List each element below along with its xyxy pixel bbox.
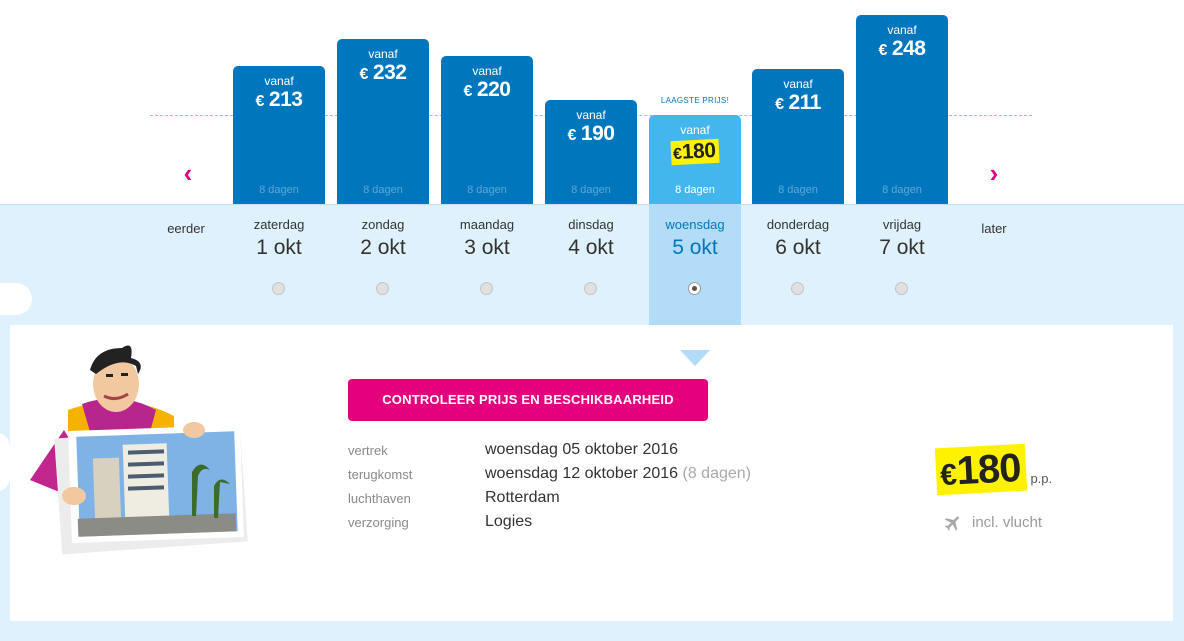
bar-duration: 8 dagen xyxy=(259,184,299,196)
flight-included: incl. vlucht xyxy=(942,513,1042,533)
date-radio[interactable] xyxy=(480,282,493,295)
price-bar-selected[interactable]: vanaf €180 8 dagen xyxy=(649,115,741,204)
airport-label: luchthaven xyxy=(348,491,411,506)
departure-value: woensdag 05 oktober 2016 xyxy=(485,441,679,458)
weekday-label: vrijdag xyxy=(882,217,922,232)
date-option[interactable]: zaterdag 1 okt xyxy=(227,217,331,261)
date-radio-selected[interactable] xyxy=(688,282,701,295)
bar-price: € 213 xyxy=(255,88,303,111)
return-label: terugkomst xyxy=(348,467,413,482)
mascot-hotel-illustration xyxy=(30,345,248,555)
bar-duration: 8 dagen xyxy=(882,184,922,196)
selected-date-pointer xyxy=(680,350,710,366)
bar-price: € 220 xyxy=(463,78,511,101)
price-prefix: vanaf xyxy=(264,74,294,88)
board-value: Logies xyxy=(485,513,533,530)
weekday-label: donderdag xyxy=(766,217,830,232)
board-label: verzorging xyxy=(348,515,409,530)
airport-value: Rotterdam xyxy=(485,489,560,506)
date-label: 7 okt xyxy=(879,236,925,259)
cloud-decoration xyxy=(0,283,32,315)
bar-duration: 8 dagen xyxy=(363,184,403,196)
date-label: 3 okt xyxy=(464,236,510,259)
plane-icon xyxy=(944,516,959,531)
date-radio[interactable] xyxy=(791,282,804,295)
date-radio[interactable] xyxy=(895,282,908,295)
date-label: 4 okt xyxy=(568,236,614,259)
date-option[interactable]: maandag 3 okt xyxy=(435,217,539,261)
price-prefix: vanaf xyxy=(368,47,398,61)
date-option[interactable]: dinsdag 4 okt xyxy=(539,217,643,261)
date-radio[interactable] xyxy=(584,282,597,295)
price-bar[interactable]: vanaf € 213 8 dagen xyxy=(233,66,325,204)
bar-duration: 8 dagen xyxy=(778,184,818,196)
price-bar[interactable]: vanaf € 211 8 dagen xyxy=(752,69,844,204)
date-label: 5 okt xyxy=(672,236,718,259)
weekday-label: zondag xyxy=(361,217,405,232)
price-prefix: vanaf xyxy=(576,108,606,122)
flight-label: incl. vlucht xyxy=(972,513,1043,531)
chevron-left-icon[interactable]: ‹ xyxy=(183,158,193,188)
price-prefix: vanaf xyxy=(472,64,502,78)
date-label: 1 okt xyxy=(256,236,302,259)
date-option[interactable]: donderdag 6 okt xyxy=(746,217,850,261)
chevron-right-icon[interactable]: › xyxy=(989,158,999,188)
date-option[interactable]: vrijdag 7 okt xyxy=(850,217,954,261)
later-link[interactable]: later xyxy=(981,221,1007,236)
date-radio[interactable] xyxy=(272,282,285,295)
price-prefix: vanaf xyxy=(887,23,917,37)
price-bar[interactable]: vanaf € 248 8 dagen xyxy=(856,15,948,204)
date-label: 2 okt xyxy=(360,236,406,259)
return-duration: (8 dagen) xyxy=(682,465,752,482)
date-label: 6 okt xyxy=(775,236,821,259)
check-price-availability-button[interactable]: CONTROLEER PRIJS EN BESCHIKBAARHEID xyxy=(348,379,708,421)
return-value: woensdag 12 oktober 2016 (8 dagen) xyxy=(485,465,752,482)
bar-price: €180 xyxy=(649,138,741,166)
bar-price: € 190 xyxy=(567,122,615,145)
bar-duration: 8 dagen xyxy=(467,184,507,196)
price-bar[interactable]: vanaf € 190 8 dagen xyxy=(545,100,637,204)
date-radio[interactable] xyxy=(376,282,389,295)
date-option-selected[interactable]: woensdag 5 okt xyxy=(643,217,747,261)
price-bar[interactable]: vanaf € 220 8 dagen xyxy=(441,56,533,204)
bar-price: € 232 xyxy=(359,61,407,84)
price-prefix: vanaf xyxy=(783,77,813,91)
date-option[interactable]: zondag 2 okt xyxy=(331,217,435,261)
weekday-label: zaterdag xyxy=(253,217,305,232)
bar-duration: 8 dagen xyxy=(675,184,715,196)
weekday-label: dinsdag xyxy=(568,217,614,232)
weekday-label: maandag xyxy=(459,217,515,232)
bar-duration: 8 dagen xyxy=(571,184,611,196)
weekday-label: woensdag xyxy=(665,217,725,232)
price-bar[interactable]: vanaf € 232 8 dagen xyxy=(337,39,429,204)
earlier-link[interactable]: eerder xyxy=(167,221,205,236)
lowest-price-label: LAAGSTE PRIJS! xyxy=(660,96,730,105)
total-price: €180 p.p. xyxy=(934,443,1053,496)
bar-price: € 211 xyxy=(775,91,821,114)
price-prefix: vanaf xyxy=(680,123,710,137)
bar-price: € 248 xyxy=(878,37,926,60)
price-unit: p.p. xyxy=(1030,471,1053,486)
cloud-decoration xyxy=(0,432,10,492)
departure-label: vertrek xyxy=(348,443,388,458)
